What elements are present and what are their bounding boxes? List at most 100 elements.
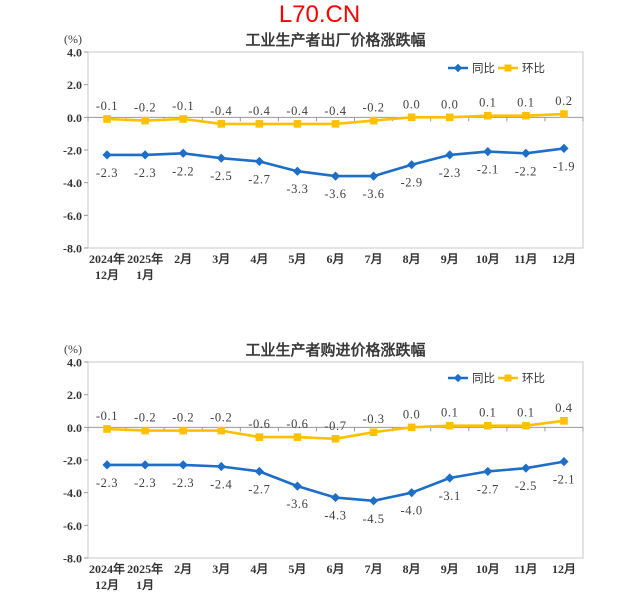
data-point-square xyxy=(369,428,378,437)
data-point-square xyxy=(217,120,226,128)
data-label: -2.3 xyxy=(439,166,461,180)
x-axis-tick-label: 7月 xyxy=(365,562,383,576)
data-point-square xyxy=(179,426,187,435)
x-axis-tick-label: 3月 xyxy=(212,252,230,266)
data-point-diamond xyxy=(254,156,264,167)
legend-diamond-marker-icon xyxy=(453,373,463,383)
data-point-square xyxy=(293,120,302,128)
data-point-square xyxy=(407,423,416,432)
data-label: -2.4 xyxy=(210,478,232,492)
series-mom: -0.1 -0.2 -0.2 -0.2 -0.6 -0.6 -0.7 -0.3 0.0 0.1 0.… xyxy=(96,401,572,443)
data-label: -0.1 xyxy=(96,409,118,423)
data-point-square xyxy=(141,116,149,125)
data-label: 0.1 xyxy=(441,406,458,420)
data-point-diamond xyxy=(445,150,455,160)
data-label: -2.2 xyxy=(515,164,537,178)
data-point-square xyxy=(103,115,111,123)
data-label: -0.2 xyxy=(172,411,194,425)
y-axis-tick-label: -6.0 xyxy=(63,519,82,533)
data-point-diamond xyxy=(102,150,112,160)
y-axis-tick-label: -4.0 xyxy=(63,176,82,190)
data-label: -0.1 xyxy=(172,99,194,113)
data-point-square xyxy=(369,116,378,125)
data-point-square xyxy=(141,426,149,435)
series-yoy: -2.3 -2.3 -2.3 -2.4 -2.7 -3.6 -4.3 -4.5 -4.0 -3.1… xyxy=(96,457,575,526)
data-point-diamond xyxy=(216,153,226,163)
y-axis-unit-label: (%) xyxy=(64,342,82,356)
data-label: -0.2 xyxy=(362,101,384,115)
x-axis-tick-label: 5月 xyxy=(288,252,306,266)
data-label: -0.6 xyxy=(286,417,308,431)
legend-item-mom: 环比 xyxy=(498,62,545,75)
data-label: -2.7 xyxy=(477,482,499,496)
chart-factory-price: (%) 工业生产者出厂价格涨跌幅 4.0 2.0 0.0 -2.0 -4.0 -6.0 -8.0… xyxy=(0,30,639,300)
x-axis-tick-label: 2024年 12月 xyxy=(89,251,125,282)
data-point-diamond xyxy=(483,466,493,477)
data-point-diamond xyxy=(368,496,379,506)
data-label: -0.4 xyxy=(286,104,308,118)
data-point-diamond xyxy=(330,171,341,181)
data-label: -2.3 xyxy=(134,166,156,180)
data-point-diamond xyxy=(292,481,303,491)
legend-item-yoy: 同比 xyxy=(448,372,495,385)
data-label: 0.0 xyxy=(403,97,420,111)
data-point-diamond xyxy=(559,457,569,467)
data-point-square xyxy=(331,120,340,128)
data-point-square xyxy=(255,433,264,441)
data-label: -2.1 xyxy=(553,473,575,487)
y-axis-tick-label: 2.0 xyxy=(67,388,82,402)
series-mom: -0.1 -0.2 -0.1 -0.4 -0.4 -0.4 -0.4 -0.2 0.0 0.0 0.… xyxy=(96,94,572,128)
data-label: -2.7 xyxy=(248,172,270,186)
data-point-square xyxy=(560,110,568,118)
data-label: 0.1 xyxy=(479,96,496,110)
data-label: 0.1 xyxy=(517,406,534,420)
x-axis-tick-label: 11月 xyxy=(514,562,537,576)
data-label: -0.2 xyxy=(210,411,232,425)
x-axis-tick-label: 3月 xyxy=(212,562,230,576)
y-axis-tick-label: -4.0 xyxy=(63,486,82,500)
data-point-diamond xyxy=(445,473,455,483)
data-point-square xyxy=(445,421,454,430)
x-axis-tick-label: 2025年 1月 xyxy=(127,251,163,282)
data-point-square xyxy=(255,120,264,128)
data-point-diamond xyxy=(559,143,569,153)
x-axis-tick-label: 9月 xyxy=(441,562,459,576)
data-point-square xyxy=(331,434,340,443)
data-label: -2.7 xyxy=(248,482,270,496)
data-label: -0.2 xyxy=(134,411,156,425)
data-label: -3.1 xyxy=(439,489,461,503)
page-title: L70.CN xyxy=(278,1,361,28)
data-label: -0.4 xyxy=(324,104,346,118)
x-axis-tick-label: 12月 xyxy=(552,562,576,576)
x-axis-tick-label: 7月 xyxy=(365,252,383,266)
x-axis-tick-label: 2月 xyxy=(174,252,192,266)
y-axis-tick-label: 0.0 xyxy=(67,111,82,125)
data-point-diamond xyxy=(178,460,188,470)
data-label: -4.0 xyxy=(401,504,423,518)
series-yoy: -2.3 -2.3 -2.2 -2.5 -2.7 -3.3 -3.6 -3.6 -2.9 -2.3… xyxy=(96,143,574,201)
chart-purchase-price: (%) 工业生产者购进价格涨跌幅 4.0 2.0 0.0 -2.0 -4.0 -6.0 -8.0… xyxy=(0,340,639,610)
data-label: -2.1 xyxy=(477,163,499,177)
x-axis-tick-label: 8月 xyxy=(403,562,421,576)
data-point-diamond xyxy=(521,463,531,473)
data-label: 0.0 xyxy=(403,407,420,421)
x-axis-tick-label: 8月 xyxy=(403,252,421,266)
data-point-diamond xyxy=(368,171,379,181)
x-axis-tick-label: 11月 xyxy=(514,252,537,266)
data-label: -2.5 xyxy=(210,169,232,183)
data-point-square xyxy=(522,111,530,120)
data-label: -3.6 xyxy=(286,497,308,511)
y-axis-tick-label: -8.0 xyxy=(63,552,82,566)
data-label: -0.4 xyxy=(210,104,232,118)
y-axis-tick-label: 4.0 xyxy=(67,356,82,370)
x-axis-tick-label: 2024年 12月 xyxy=(89,561,125,592)
x-axis-tick-label: 10月 xyxy=(476,562,500,576)
data-point-diamond xyxy=(178,148,188,158)
chart-title: 工业生产者购进价格涨跌幅 xyxy=(245,341,425,359)
x-axis-tick-label: 12月 xyxy=(552,252,576,266)
chart-title: 工业生产者出厂价格涨跌幅 xyxy=(245,31,425,49)
data-label: 0.0 xyxy=(441,97,458,111)
data-label: 0.1 xyxy=(479,406,496,420)
data-label: -0.2 xyxy=(134,101,156,115)
y-axis-unit-label: (%) xyxy=(64,32,82,46)
